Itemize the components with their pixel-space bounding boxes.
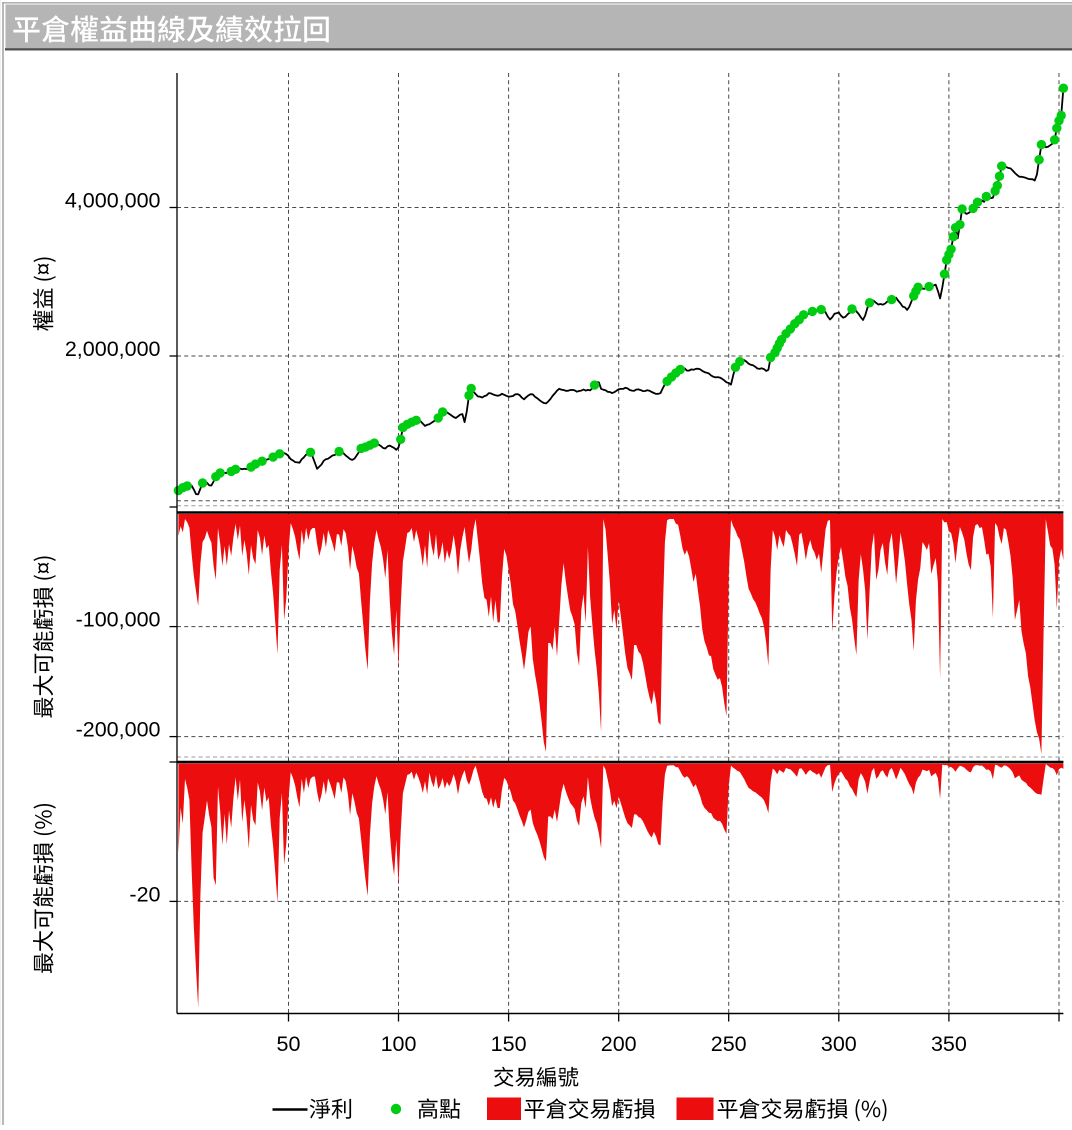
svg-text:150: 150 (491, 1032, 527, 1056)
svg-text:4,000,000: 4,000,000 (65, 189, 161, 213)
svg-text:-100,000: -100,000 (76, 608, 161, 632)
svg-text:300: 300 (821, 1032, 857, 1056)
svg-text:100: 100 (381, 1032, 417, 1056)
svg-text:-200,000: -200,000 (76, 718, 161, 742)
svg-text:350: 350 (931, 1032, 967, 1056)
svg-text:-20: -20 (129, 882, 160, 906)
svg-text:200: 200 (601, 1032, 637, 1056)
svg-text:2,000,000: 2,000,000 (65, 337, 161, 361)
svg-text:50: 50 (277, 1032, 301, 1056)
svg-text:250: 250 (711, 1032, 747, 1056)
